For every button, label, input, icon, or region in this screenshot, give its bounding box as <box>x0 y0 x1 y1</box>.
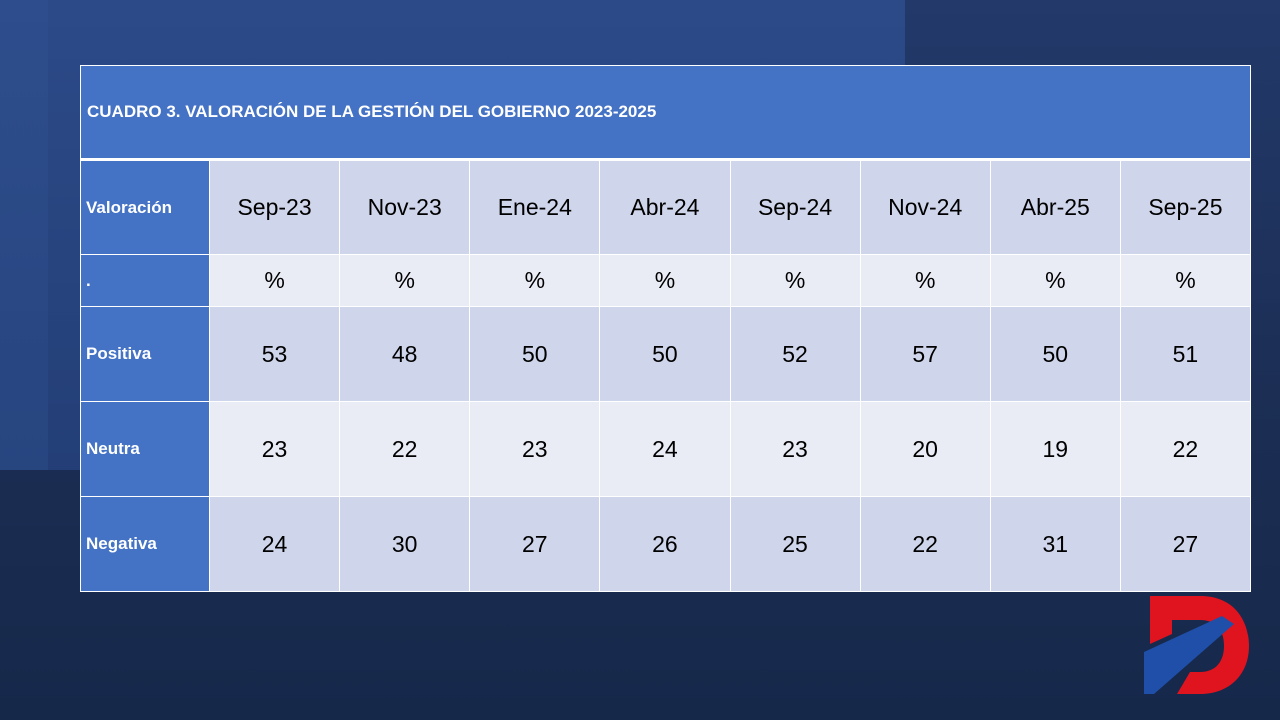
cell: 23 <box>208 401 341 497</box>
cell: 52 <box>729 306 861 402</box>
row-label: Negativa <box>80 496 210 592</box>
cell: Sep-25 <box>1119 159 1252 255</box>
cell: % <box>599 254 731 307</box>
unit-row: .%%%%%%%% <box>80 254 1252 307</box>
cell: 19 <box>989 401 1121 497</box>
cell: Abr-24 <box>599 159 731 255</box>
cell: 27 <box>1119 496 1252 592</box>
header-row: Valoración Sep-23 Nov-23 Ene-24 Abr-24 Sep-24… <box>80 159 1252 255</box>
cell: Nov-24 <box>859 159 991 255</box>
cell: % <box>469 254 601 307</box>
row-label: . <box>80 254 210 307</box>
cell: 24 <box>208 496 341 592</box>
data-table: CUADRO 3. VALORACIÓN DE LA GESTIÓN DEL G… <box>80 65 1252 592</box>
cell: % <box>729 254 861 307</box>
cell: Ene-24 <box>469 159 601 255</box>
cell: 22 <box>1119 401 1252 497</box>
cell: 22 <box>859 496 991 592</box>
data-row: Positiva 53 48 50 50 52 57 50 51 <box>80 306 1252 402</box>
cell: 30 <box>339 496 471 592</box>
row-label: Neutra <box>80 401 210 497</box>
cell: 22 <box>339 401 471 497</box>
table-title: CUADRO 3. VALORACIÓN DE LA GESTIÓN DEL G… <box>80 65 1251 161</box>
cell: 50 <box>599 306 731 402</box>
cell: 20 <box>859 401 991 497</box>
cell: 51 <box>1119 306 1252 402</box>
cell: 25 <box>729 496 861 592</box>
cell: 27 <box>469 496 601 592</box>
cell: % <box>859 254 991 307</box>
data-row: Neutra 23 22 23 24 23 20 19 22 <box>80 401 1252 497</box>
cell: 24 <box>599 401 731 497</box>
cell: 50 <box>469 306 601 402</box>
cell: 53 <box>208 306 341 402</box>
row-label: Positiva <box>80 306 210 402</box>
cell: 23 <box>469 401 601 497</box>
cell: 23 <box>729 401 861 497</box>
logo <box>1144 596 1249 694</box>
cell: % <box>989 254 1121 307</box>
cell: 57 <box>859 306 991 402</box>
data-row: Negativa 24 30 27 26 25 22 31 27 <box>80 496 1252 592</box>
cell: % <box>208 254 341 307</box>
row-label: Valoración <box>80 159 210 255</box>
cell: 31 <box>989 496 1121 592</box>
cell: Sep-24 <box>729 159 861 255</box>
cell: Nov-23 <box>339 159 471 255</box>
cell: % <box>1119 254 1252 307</box>
cell: % <box>339 254 471 307</box>
cell: Sep-23 <box>208 159 341 255</box>
cell: 48 <box>339 306 471 402</box>
cell: Abr-25 <box>989 159 1121 255</box>
cell: 26 <box>599 496 731 592</box>
cell: 50 <box>989 306 1121 402</box>
